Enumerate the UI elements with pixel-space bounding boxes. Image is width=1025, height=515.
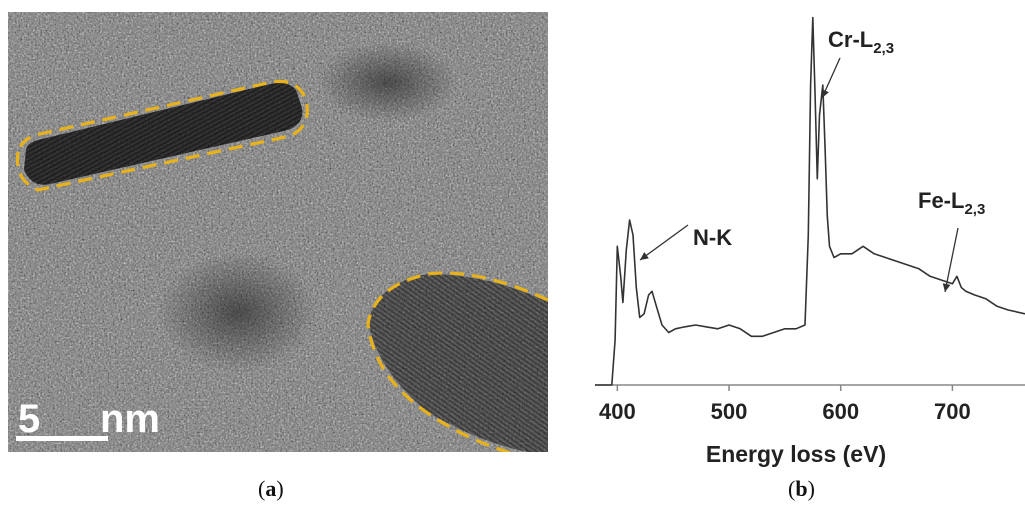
scale-bar-unit: nm: [100, 397, 160, 441]
precipitate-outline: [15, 79, 309, 192]
peak-label: Cr-L2,3: [828, 27, 894, 57]
caption-b: (b): [788, 476, 815, 501]
arrow-head: [640, 252, 649, 260]
x-tick-label: 500: [711, 399, 748, 424]
tem-image: 5 nm: [8, 12, 549, 460]
peak-label: Fe-L2,3: [918, 188, 985, 218]
peak-label: N-K: [693, 225, 732, 250]
tem-micrograph: 5 nm: [8, 12, 549, 460]
x-tick-label: 600: [822, 399, 859, 424]
eels-spectrum-chart: 400 500 600 700 N-K Cr-L2,3 Fe-L2,3 Energy lo…: [570, 0, 1025, 470]
x-axis-label: Energy loss (eV): [706, 441, 886, 467]
scale-bar: [16, 436, 108, 441]
x-tick-label: 700: [934, 399, 971, 424]
annotation-arrow: [639, 224, 689, 261]
arrow-head: [942, 283, 951, 292]
arrow-head: [821, 89, 829, 98]
chart-svg: 400 500 600 700 N-K Cr-L2,3 Fe-L2,3 Energy lo…: [595, 16, 1025, 467]
x-tick-label: 400: [599, 399, 636, 424]
precipitate-outline: [366, 271, 549, 460]
annotation-arrow: [944, 227, 959, 293]
caption-a: (a): [258, 476, 284, 501]
scale-bar-number: 5: [18, 397, 40, 441]
spectrum-line: [595, 16, 1025, 386]
